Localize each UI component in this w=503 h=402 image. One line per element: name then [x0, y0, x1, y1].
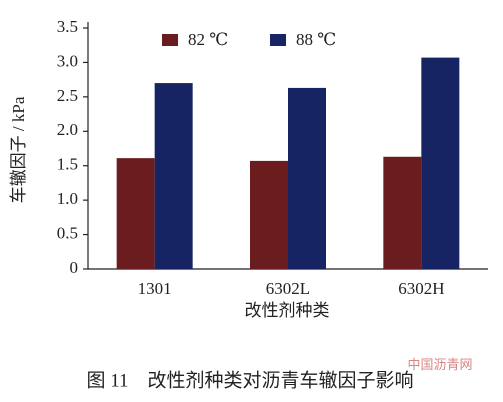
y-tick-label: 1.0: [57, 189, 78, 208]
y-axis-label: 车辙因子 / kPa: [9, 96, 28, 203]
bar: [421, 57, 460, 270]
bar: [116, 158, 155, 269]
y-tick-label: 3.0: [57, 51, 78, 70]
watermark: 中国沥青网: [407, 357, 472, 372]
y-tick-label: 2.0: [57, 120, 78, 139]
legend-label: 82 ℃: [188, 30, 228, 49]
bar: [250, 160, 288, 269]
y-tick-label: 0.5: [57, 223, 78, 242]
bar: [288, 87, 326, 269]
x-tick-label: 1301: [138, 279, 172, 298]
x-tick-label: 6302H: [398, 279, 444, 298]
bar: [383, 156, 422, 269]
x-axis-label: 改性剂种类: [245, 301, 330, 320]
x-tick-label: 6302L: [266, 279, 310, 298]
y-tick-label: 3.5: [57, 17, 78, 36]
y-tick-label: 0: [70, 258, 79, 277]
legend-label: 88 ℃: [296, 30, 336, 49]
y-tick-label: 2.5: [57, 86, 78, 105]
y-tick-label: 1.5: [57, 155, 78, 174]
legend-swatch: [162, 34, 178, 46]
legend-swatch: [270, 34, 286, 46]
bar: [154, 83, 193, 269]
caption: 图 11 改性剂种类对沥青车辙因子影响: [86, 369, 413, 391]
